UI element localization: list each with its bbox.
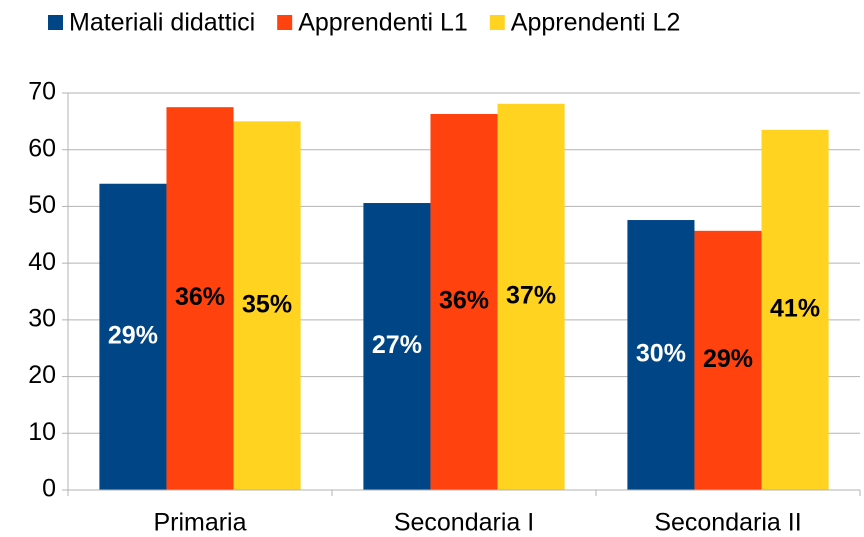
bar-share-label: 35% bbox=[242, 290, 292, 318]
x-tick-label: Secondaria I bbox=[394, 509, 534, 537]
y-tick-label: 30 bbox=[28, 304, 56, 332]
y-tick-label: 0 bbox=[42, 475, 56, 503]
bar bbox=[761, 129, 829, 490]
bar-share-label: 37% bbox=[506, 281, 556, 309]
y-tick-label: 60 bbox=[28, 134, 56, 162]
bar bbox=[497, 103, 565, 491]
bar bbox=[627, 220, 695, 491]
x-tick-label: Primaria bbox=[153, 509, 246, 537]
bar-share-label: 36% bbox=[439, 287, 489, 315]
bar-share-label: 30% bbox=[636, 340, 686, 368]
x-tick-label: Secondaria II bbox=[654, 509, 801, 537]
legend-swatch bbox=[489, 15, 505, 30]
legend-swatch bbox=[48, 15, 63, 30]
bar bbox=[363, 203, 431, 491]
bar bbox=[99, 183, 167, 490]
y-tick-label: 70 bbox=[28, 78, 56, 106]
bar bbox=[233, 121, 301, 490]
legend-label: Materiali didattici bbox=[69, 9, 255, 37]
bar bbox=[694, 230, 762, 490]
bar-share-label: 29% bbox=[108, 321, 158, 349]
bar bbox=[430, 113, 498, 490]
legend-label: Apprendenti L2 bbox=[511, 9, 681, 37]
y-tick-label: 10 bbox=[28, 418, 56, 446]
bar-share-label: 29% bbox=[703, 345, 753, 373]
y-tick-label: 40 bbox=[28, 248, 56, 276]
y-tick-label: 20 bbox=[28, 361, 56, 389]
bar-share-label: 41% bbox=[770, 295, 820, 323]
legend-swatch bbox=[277, 15, 293, 30]
y-tick-label: 50 bbox=[28, 191, 56, 219]
bar-share-label: 36% bbox=[175, 283, 225, 311]
bar bbox=[166, 107, 234, 490]
legend-label: Apprendenti L1 bbox=[298, 9, 468, 37]
bar-share-label: 27% bbox=[372, 331, 422, 359]
